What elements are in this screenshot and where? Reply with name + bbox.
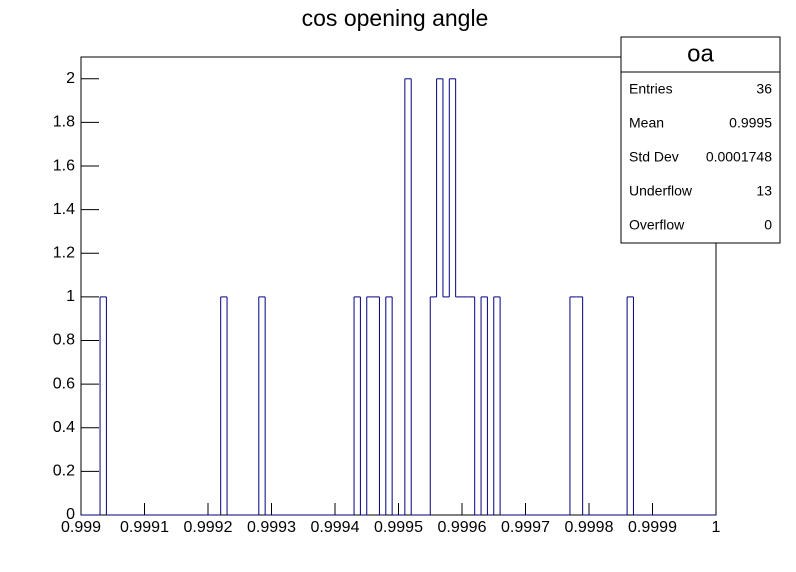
x-tick-label: 0.9995 (374, 519, 423, 536)
stats-box (620, 36, 781, 244)
y-tick-label: 1.2 (53, 245, 75, 262)
stats-label: Overflow (629, 217, 685, 233)
stats-value: 0 (764, 217, 772, 233)
x-tick-label: 1 (712, 519, 721, 536)
stats-label: Entries (629, 81, 673, 97)
y-tick-label: 1.8 (53, 114, 75, 131)
y-tick-label: 1.6 (53, 157, 75, 174)
y-tick-label: 0.6 (53, 375, 75, 392)
stats-label: Underflow (629, 183, 693, 199)
x-tick-label: 0.9991 (120, 519, 169, 536)
stats-value: 0.9995 (729, 115, 772, 131)
stats-value: 13 (756, 183, 772, 199)
x-tick-label: 0.999 (61, 519, 101, 536)
x-tick-label: 0.9993 (247, 519, 296, 536)
x-tick-label: 0.9994 (311, 519, 360, 536)
x-tick-label: 0.9996 (438, 519, 487, 536)
x-tick-label: 0.9998 (565, 519, 614, 536)
y-tick-label: 0.8 (53, 332, 75, 349)
chart-title: cos opening angle (302, 5, 489, 31)
x-tick-label: 0.9999 (628, 519, 677, 536)
x-tick-label: 0.9997 (501, 519, 550, 536)
stats-value: 0.0001748 (706, 149, 772, 165)
y-tick-label: 1 (66, 288, 75, 305)
stats-label: Std Dev (629, 149, 679, 165)
y-tick-label: 0.4 (53, 419, 75, 436)
y-tick-label: 0 (66, 506, 75, 523)
y-tick-label: 2 (66, 70, 75, 87)
stats-title: oa (687, 40, 714, 67)
x-tick-label: 0.9992 (184, 519, 233, 536)
y-tick-label: 0.2 (53, 463, 75, 480)
y-tick-label: 1.4 (53, 201, 75, 218)
stats-label: Mean (629, 115, 664, 131)
stats-value: 36 (756, 81, 772, 97)
